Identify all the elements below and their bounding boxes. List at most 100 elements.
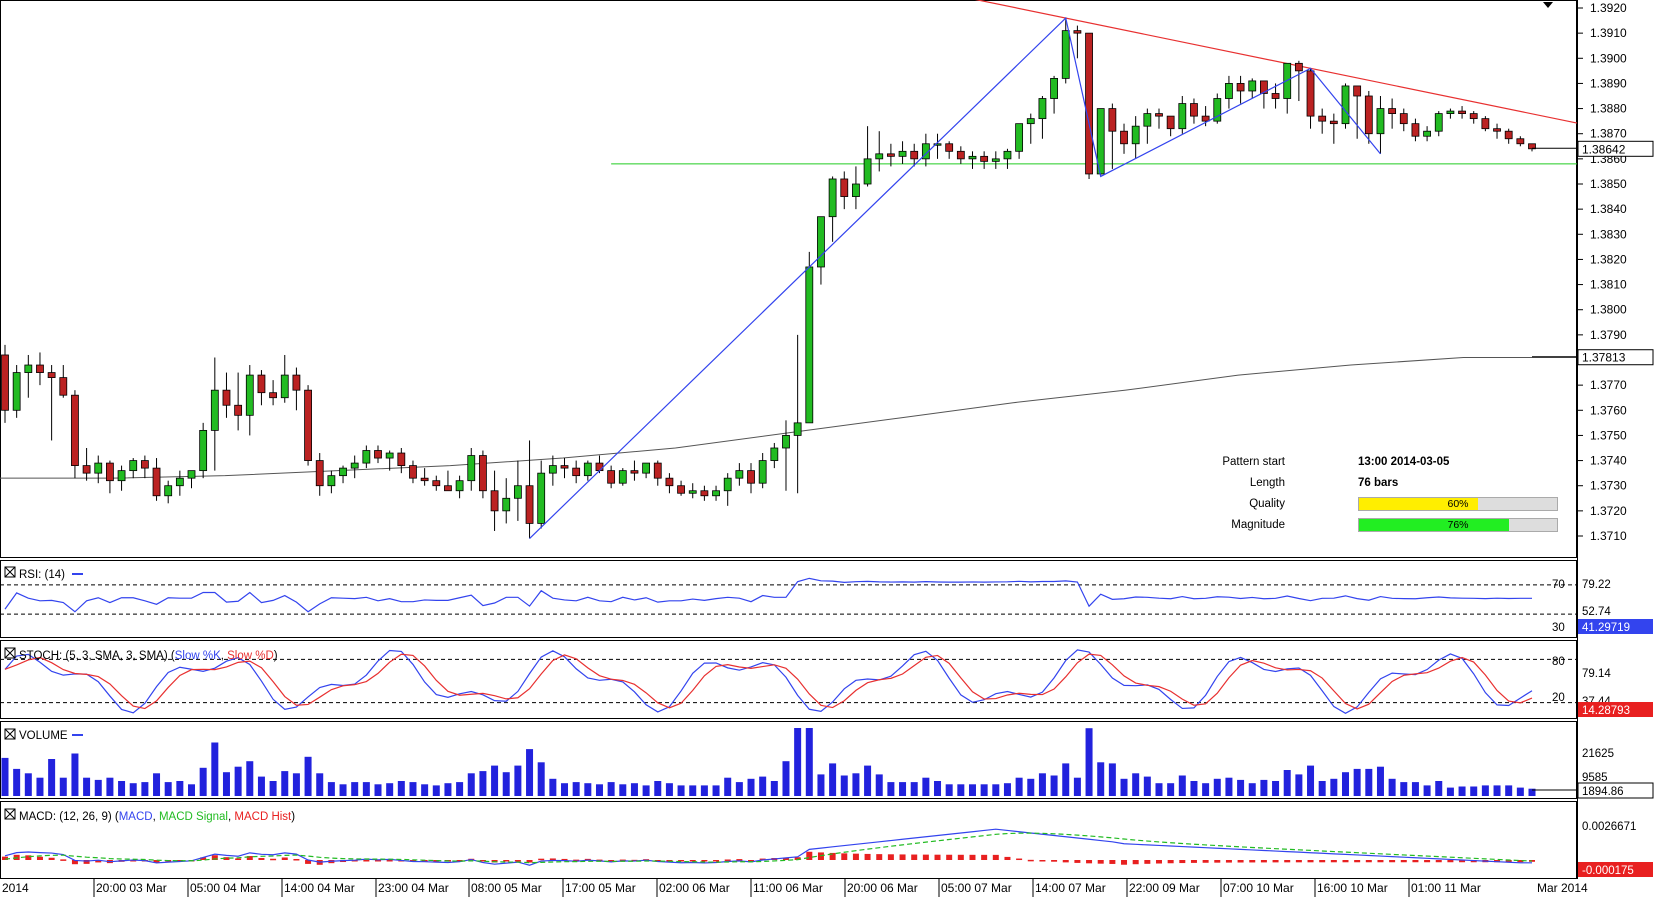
macd-hist-bar	[1517, 860, 1524, 863]
macd-hist-bar	[1447, 860, 1454, 863]
sma-last-value: 1.37813	[1582, 351, 1626, 365]
volume-bar	[1178, 775, 1186, 796]
price-tick-label: 1.3830	[1590, 227, 1627, 241]
macd-hist-bar	[946, 854, 953, 860]
candle-body	[1411, 123, 1420, 137]
candle-body	[1166, 115, 1175, 130]
candle-body	[444, 485, 452, 492]
macd-hist-bar	[1039, 860, 1046, 862]
macd-hist-bar	[130, 860, 137, 862]
volume-bar	[829, 763, 837, 796]
volume-bar	[584, 783, 592, 796]
volume-bar	[1260, 779, 1268, 796]
volume-bar	[339, 784, 347, 796]
volume-bar	[386, 783, 394, 796]
macd-hist-bar	[992, 854, 999, 860]
volume-bar	[292, 773, 300, 796]
candle-body	[1, 354, 9, 411]
macd-hist-bar	[887, 854, 894, 860]
price-tick-label: 1.3910	[1590, 26, 1627, 40]
macd-hist-bar	[270, 858, 277, 861]
price-tick-label: 1.3850	[1590, 177, 1627, 191]
candle-body	[793, 422, 802, 436]
volume-bar	[1015, 777, 1023, 796]
macd-hist-bar	[258, 858, 265, 860]
price-tick-label: 1.3870	[1590, 127, 1627, 141]
volume-bar	[153, 773, 161, 796]
time-tick-label: 20:00 06 Mar	[847, 881, 918, 895]
candle-body	[24, 364, 33, 373]
candle-body	[770, 447, 779, 461]
candle-body	[467, 455, 476, 482]
macd-hist-bar	[573, 859, 580, 862]
volume-bar	[409, 782, 417, 796]
candle-body	[362, 450, 371, 464]
candle-body	[653, 462, 662, 479]
candle-body	[607, 470, 616, 484]
macd-hist-bar	[409, 860, 416, 862]
time-tick-label: 07:00 10 Mar	[1223, 881, 1294, 895]
volume-bar	[980, 784, 988, 796]
volume-bar	[537, 762, 545, 796]
volume-bar	[887, 782, 895, 796]
volume-bar	[1108, 763, 1116, 796]
candle-body	[82, 465, 91, 474]
candle-body	[921, 143, 930, 160]
volume-bar	[1167, 783, 1175, 796]
volume-bar	[864, 765, 872, 796]
scroll-marker-icon[interactable]	[1543, 2, 1553, 8]
volume-bar	[432, 785, 440, 796]
rsi-close-icon[interactable]	[4, 566, 16, 578]
candle-body	[1329, 120, 1338, 125]
volume-bar	[899, 782, 907, 796]
volume-title: VOLUME	[19, 730, 68, 742]
stoch-pane-frame	[0, 640, 1577, 719]
stoch-close-icon[interactable]	[4, 647, 16, 659]
time-tick-label: 20:00 03 Mar	[96, 881, 167, 895]
pattern-start-value: 13:00 2014-03-05	[1358, 456, 1450, 468]
macd-hist-bar	[153, 860, 160, 863]
candle-body	[1143, 113, 1152, 127]
stoch-title-row: STOCH: (5, 3, SMA, 3, SMA) (Slow %K, Slo…	[19, 650, 278, 662]
macd-hist-bar	[2, 856, 8, 860]
volume-close-icon[interactable]	[4, 728, 16, 740]
macd-close-icon[interactable]	[4, 808, 16, 820]
stoch-tick-1: 79.14	[1582, 668, 1611, 680]
volume-bar	[269, 781, 277, 796]
volume-bar	[48, 759, 56, 796]
macd-hist-bar	[1179, 860, 1186, 864]
volume-bar	[794, 728, 802, 796]
volume-bar	[1272, 781, 1280, 796]
volume-bar	[1097, 762, 1105, 796]
time-tick-label: 05:00 07 Mar	[941, 881, 1012, 895]
volume-bar	[712, 785, 720, 796]
price-tick-label: 1.3760	[1590, 403, 1627, 417]
macd-hist-bar	[1121, 860, 1128, 865]
volume-bar	[1446, 787, 1454, 796]
volume-bar	[619, 784, 627, 796]
candle-body	[397, 452, 406, 466]
macd-hist-bar	[1295, 860, 1302, 863]
macd-hist-bar	[1016, 858, 1023, 861]
volume-bar	[234, 766, 242, 796]
volume-bar	[1505, 785, 1513, 796]
macd-title: MACD: (12, 26, 9)	[19, 811, 112, 823]
macd-hist-bar	[95, 860, 102, 863]
candle-body	[1225, 83, 1233, 99]
macd-hist-bar	[60, 859, 67, 861]
macd-hist-bar	[1237, 860, 1244, 863]
candle-body	[560, 465, 569, 469]
rsi-tick-1: 79.22	[1582, 579, 1611, 591]
candle-body	[583, 462, 592, 477]
candle-body	[164, 485, 173, 497]
volume-bar	[1318, 781, 1326, 796]
macd-hist-bar	[526, 860, 533, 863]
candle-body	[747, 470, 755, 484]
volume-bar	[526, 749, 534, 796]
stoch-d-line	[4, 653, 1533, 710]
candle-body	[1434, 113, 1443, 132]
macd-hist-bar	[514, 860, 521, 862]
macd-hist-bar	[1260, 860, 1267, 863]
macd-hist-bar	[561, 858, 568, 861]
time-tick-label: 05:00 04 Mar	[190, 881, 261, 895]
